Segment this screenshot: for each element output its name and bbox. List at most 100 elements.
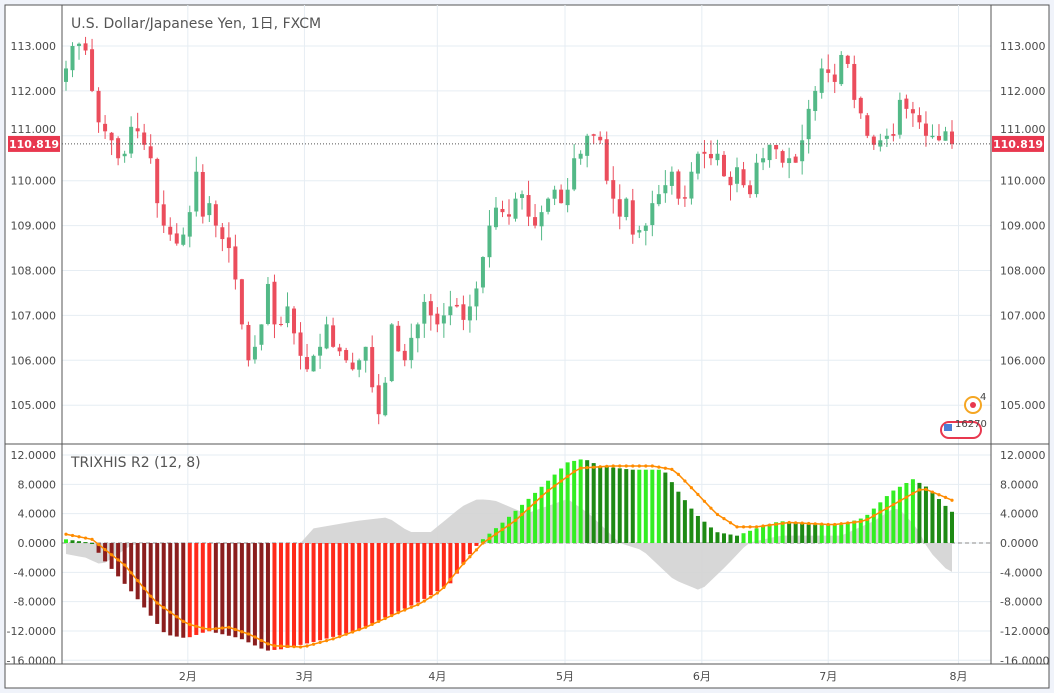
signal-point [357, 628, 361, 632]
histogram-bar [761, 526, 766, 543]
signal-point [891, 502, 895, 507]
signal-point [201, 626, 205, 630]
histogram-bar [676, 491, 681, 543]
signal-point [657, 465, 661, 469]
candle-body [637, 230, 642, 233]
signal-point [83, 536, 88, 540]
signal-point [220, 626, 224, 630]
candle-body [813, 90, 818, 112]
histogram-bar [363, 543, 368, 627]
histogram-bar [930, 492, 935, 543]
signal-point [259, 638, 264, 643]
signal-point [559, 479, 563, 483]
candle-body [220, 227, 225, 240]
left-indicator-tick: 8.0000 [18, 478, 57, 491]
candle-body [135, 128, 140, 132]
signal-point [513, 518, 518, 523]
signal-point [409, 605, 413, 609]
candle-body [923, 123, 928, 136]
signal-point [311, 642, 316, 646]
signal-point [592, 465, 596, 469]
histogram-bar [357, 543, 362, 630]
candle-body [318, 346, 323, 356]
histogram-bar [650, 469, 655, 543]
histogram-bar [305, 543, 310, 644]
histogram-bar [852, 520, 857, 543]
signal-point [917, 488, 922, 492]
histogram-bar [950, 511, 954, 543]
histogram-bar [298, 543, 303, 645]
candle-body [344, 350, 349, 361]
histogram-bar [168, 543, 173, 636]
histogram-bar [213, 543, 218, 633]
candle-body [363, 346, 368, 361]
signal-point [553, 484, 557, 488]
signal-point [474, 548, 479, 552]
candle-body [806, 108, 811, 140]
histogram-bar [350, 543, 355, 632]
histogram-bar [311, 543, 316, 642]
signal-point [722, 517, 726, 521]
candle-body [409, 337, 414, 361]
signal-point [214, 627, 218, 631]
candle-body [116, 138, 121, 159]
candle-body [259, 324, 264, 345]
histogram-bar [70, 540, 75, 543]
signal-point [129, 571, 133, 575]
right-indicator-tick: 0.0000 [1000, 537, 1039, 550]
left-price-tick: 108.000 [11, 265, 57, 278]
histogram-bar [845, 522, 850, 543]
histogram-bar [96, 543, 101, 553]
signal-point [448, 577, 452, 582]
candle-body [572, 158, 577, 190]
signal-point [579, 466, 583, 470]
indicator-title[interactable]: TRIXHIS R2 (12, 8) [70, 455, 201, 471]
candle-body [233, 246, 238, 280]
left-price-tick: 111.000 [11, 123, 57, 136]
histogram-bar [207, 543, 212, 632]
histogram-bar [246, 543, 251, 643]
histogram-bar [155, 543, 160, 624]
signal-point [624, 464, 628, 468]
histogram-bar [318, 543, 323, 641]
signal-point [807, 521, 811, 526]
candle-body [715, 153, 720, 161]
candle-body [865, 115, 870, 136]
signal-point [852, 520, 856, 524]
candle-body [376, 385, 381, 415]
candle-body [480, 257, 485, 288]
events-badge[interactable]: 4 16270 [940, 392, 987, 439]
candle-body [689, 171, 694, 199]
candle-body [578, 153, 583, 159]
candle-body [129, 126, 134, 154]
right-price-tick: 108.000 [1000, 265, 1046, 278]
signal-point [338, 635, 342, 639]
histogram-bar [721, 533, 726, 543]
candle-body [702, 151, 707, 154]
candle-body [357, 360, 362, 370]
histogram-bar [467, 543, 472, 555]
events-count: 4 [980, 392, 986, 403]
candle-body [826, 69, 831, 73]
candle-body [415, 324, 420, 339]
histogram-bar [461, 543, 466, 564]
candle-body [383, 382, 388, 416]
right-price-tick: 113.000 [1000, 40, 1046, 53]
signal-point [168, 610, 172, 614]
candle-body [454, 304, 459, 307]
histogram-bar [331, 543, 336, 637]
histogram-bar [604, 466, 609, 543]
histogram-bar [265, 543, 270, 651]
histogram-bar [376, 543, 381, 621]
candle-body [819, 68, 824, 93]
histogram-bar [767, 524, 772, 543]
candle-body [565, 189, 570, 206]
candle-body [780, 151, 785, 163]
left-last-price-label: 110.819 [9, 138, 59, 151]
signal-point [481, 541, 485, 545]
histogram-bar [500, 522, 505, 543]
signal-point [500, 527, 505, 532]
candle-body [832, 74, 837, 82]
histogram-bar [507, 516, 511, 543]
